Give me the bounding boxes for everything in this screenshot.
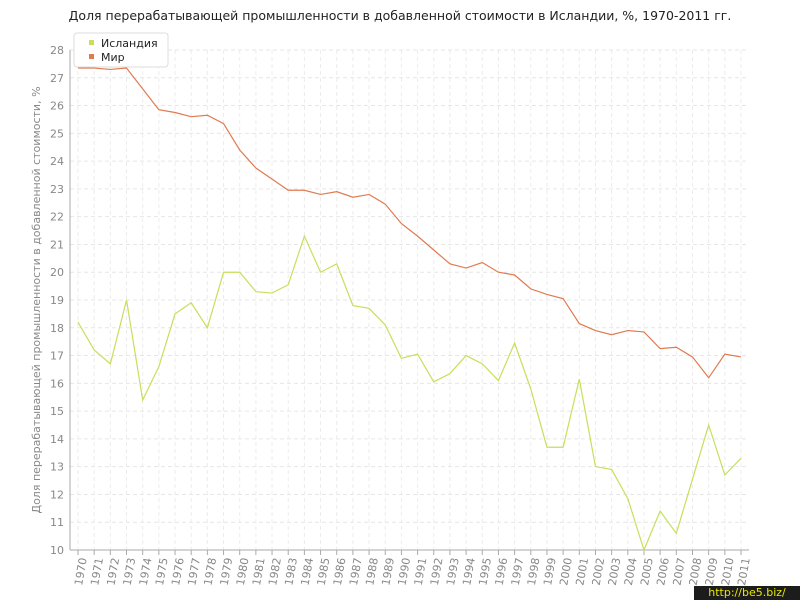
x-tick-label: 1994 [460,557,478,587]
watermark: http://be5.biz/ [708,586,786,599]
x-tick-label: 1977 [185,557,203,587]
x-tick-label: 2007 [670,557,688,587]
x-tick-label: 2010 [719,557,737,587]
series-line [77,234,742,552]
legend-label: Исландия [101,37,158,50]
x-tick-label: 1976 [169,557,187,587]
y-tick-label: 21 [50,238,64,251]
y-tick-label: 17 [50,350,64,363]
x-tick-label: 1999 [541,557,559,587]
x-tick-label: 1981 [250,557,268,587]
y-tick-label: 11 [50,516,64,529]
legend-box [73,32,169,68]
x-tick-label: 1990 [396,557,414,587]
legend-swatch [89,40,94,45]
x-tick-label: 1997 [509,557,527,587]
x-tick-label: 1980 [234,557,252,587]
y-tick-label: 27 [50,72,64,85]
y-tick-label: 14 [50,433,64,446]
watermark-bg [694,586,800,600]
legend-swatch [89,54,94,59]
x-tick-label: 2008 [687,557,705,587]
x-tick-label: 1983 [282,557,300,587]
x-tick-label: 2001 [573,557,591,587]
y-tick-label: 16 [50,377,64,390]
x-tick-label: 2000 [557,557,575,587]
x-tick-label: 2006 [654,557,672,587]
x-tick-label: 1970 [72,557,90,587]
y-tick-label: 20 [50,266,64,279]
legend-label: Мир [101,51,125,64]
x-tick-label: 2009 [703,557,721,587]
x-tick-label: 2004 [622,557,640,587]
y-tick-label: 22 [50,211,64,224]
x-tick-label: 1975 [153,557,171,587]
x-tick-label: 2002 [590,557,608,587]
x-tick-label: 2011 [735,557,753,587]
x-tick-label: 1988 [363,557,381,587]
x-tick-label: 1979 [218,557,236,587]
y-tick-label: 25 [50,127,64,140]
y-tick-label: 12 [50,488,64,501]
y-axis-label: Доля перерабатывающей промышленности в д… [30,86,43,513]
x-tick-label: 2003 [606,557,624,587]
x-tick-label: 1982 [266,557,284,587]
x-tick-label: 1974 [137,557,155,587]
x-tick-label: 1971 [88,557,106,587]
y-tick-label: 23 [50,183,64,196]
y-tick-label: 28 [50,44,64,57]
x-tick-label: 1984 [299,557,317,587]
y-tick-label: 26 [50,100,64,113]
x-tick-label: 1992 [428,557,446,587]
x-tick-label: 1996 [493,557,511,587]
y-tick-label: 13 [50,461,64,474]
x-tick-label: 1995 [476,557,494,587]
x-tick-label: 1973 [121,557,139,587]
y-tick-label: 15 [50,405,64,418]
x-tick-label: 1989 [379,557,397,587]
x-tick-label: 1972 [104,557,122,587]
y-tick-label: 24 [50,155,64,168]
chart-title: Доля перерабатывающей промышленности в д… [69,8,732,23]
y-tick-label: 10 [50,544,64,557]
x-tick-label: 1998 [525,557,543,587]
x-tick-label: 1978 [202,557,220,587]
y-tick-label: 19 [50,294,64,307]
x-tick-label: 2005 [638,557,656,587]
x-tick-label: 1991 [412,557,430,587]
x-tick-label: 1993 [444,557,462,587]
x-tick-label: 1986 [331,557,349,587]
y-tick-label: 18 [50,322,64,335]
x-tick-label: 1985 [315,557,333,587]
x-tick-label: 1987 [347,557,365,587]
series-line [78,67,742,379]
